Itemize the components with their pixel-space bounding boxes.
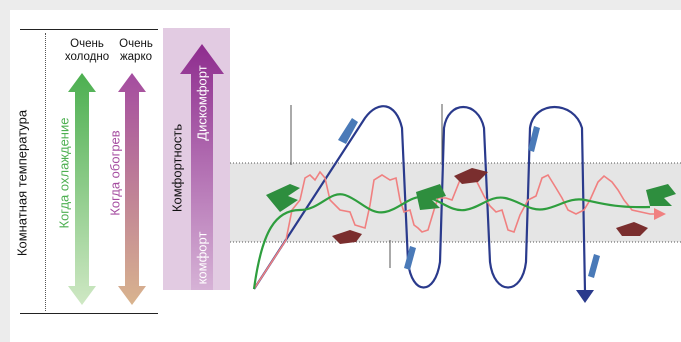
snowflake-fan-icon (266, 184, 676, 212)
air-flow-icon (338, 118, 600, 278)
comfort-label: комфорт (194, 231, 210, 285)
comfortability-arrow (180, 44, 224, 290)
very-cold-label: Очень холодно (64, 38, 110, 63)
conventional-arrowhead (576, 290, 594, 303)
legend-divider (45, 33, 46, 311)
inverter-curve (253, 170, 658, 290)
heating-arrow (118, 73, 146, 305)
cooling-arrow (68, 73, 96, 305)
when-cooling-label: Когда охлаждение (56, 117, 72, 229)
very-hot-label: Очень жарко (119, 38, 153, 63)
legend-top-line (20, 29, 158, 30)
legend-bottom-line (20, 313, 158, 314)
conventional-curve (253, 105, 587, 293)
discomfort-label: Дискомфорт (194, 65, 210, 141)
heater-fan-icon (332, 168, 648, 244)
comfort-curve (252, 193, 651, 290)
when-heating-label: Когда обогрев (107, 130, 123, 216)
comfortability-label: Комфортность (169, 123, 185, 213)
inverter-arrowhead (654, 208, 666, 220)
